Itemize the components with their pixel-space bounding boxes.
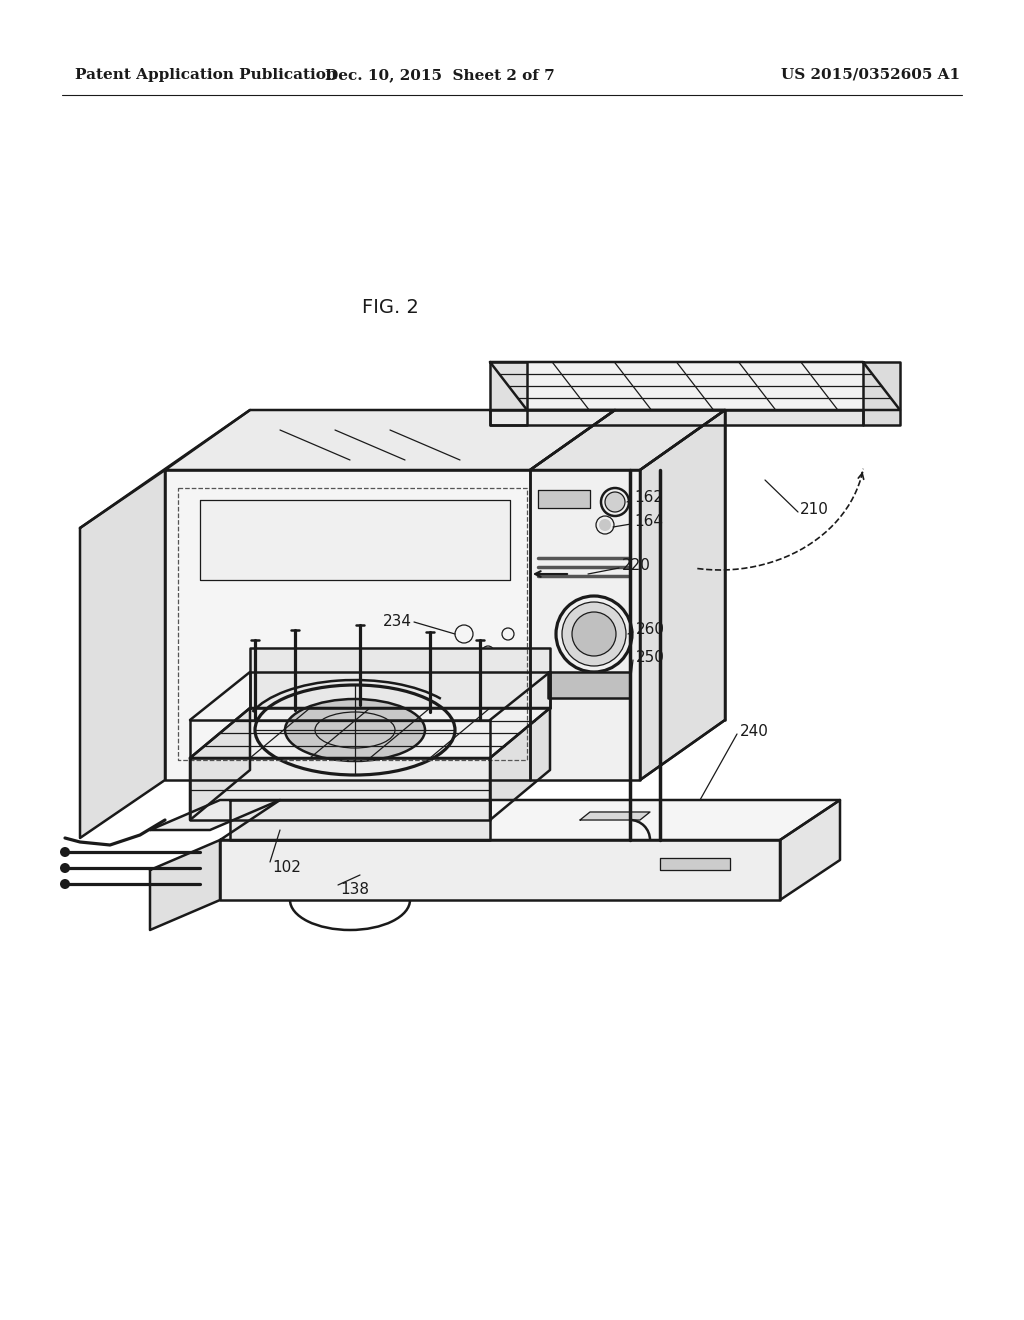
Polygon shape xyxy=(165,470,530,780)
Polygon shape xyxy=(190,758,490,820)
Polygon shape xyxy=(190,708,250,820)
Text: 210: 210 xyxy=(800,503,828,517)
Text: Dec. 10, 2015  Sheet 2 of 7: Dec. 10, 2015 Sheet 2 of 7 xyxy=(326,69,555,82)
Text: 240: 240 xyxy=(740,725,769,739)
Text: 234: 234 xyxy=(383,615,412,630)
Polygon shape xyxy=(200,500,510,579)
Text: Patent Application Publication: Patent Application Publication xyxy=(75,69,337,82)
Polygon shape xyxy=(530,470,640,780)
Polygon shape xyxy=(150,800,280,830)
Polygon shape xyxy=(660,858,730,870)
Circle shape xyxy=(60,847,70,857)
Polygon shape xyxy=(640,411,725,780)
Polygon shape xyxy=(490,362,527,425)
Text: FIG. 2: FIG. 2 xyxy=(361,298,419,317)
Text: US 2015/0352605 A1: US 2015/0352605 A1 xyxy=(781,69,961,82)
Polygon shape xyxy=(220,800,840,840)
Polygon shape xyxy=(165,411,615,470)
Text: 162: 162 xyxy=(634,491,663,506)
Polygon shape xyxy=(150,840,220,931)
Polygon shape xyxy=(580,812,650,820)
Text: 250: 250 xyxy=(636,651,665,665)
Polygon shape xyxy=(220,840,780,900)
Polygon shape xyxy=(490,411,863,425)
Text: 138: 138 xyxy=(340,883,369,898)
Polygon shape xyxy=(863,362,900,425)
Polygon shape xyxy=(250,648,550,708)
Polygon shape xyxy=(230,800,490,840)
Circle shape xyxy=(562,602,626,667)
Polygon shape xyxy=(548,672,630,698)
Circle shape xyxy=(60,879,70,888)
Ellipse shape xyxy=(285,700,425,762)
Polygon shape xyxy=(490,362,900,411)
Polygon shape xyxy=(490,708,550,820)
Text: 220: 220 xyxy=(622,558,651,573)
Circle shape xyxy=(572,612,616,656)
Polygon shape xyxy=(530,411,725,470)
Text: 164: 164 xyxy=(634,515,663,529)
Circle shape xyxy=(605,492,625,512)
Polygon shape xyxy=(538,490,590,508)
Circle shape xyxy=(599,519,611,531)
Polygon shape xyxy=(780,800,840,900)
Polygon shape xyxy=(190,708,550,758)
Polygon shape xyxy=(80,470,165,838)
Circle shape xyxy=(60,863,70,873)
Text: 102: 102 xyxy=(272,861,301,875)
Text: 260: 260 xyxy=(636,623,665,638)
